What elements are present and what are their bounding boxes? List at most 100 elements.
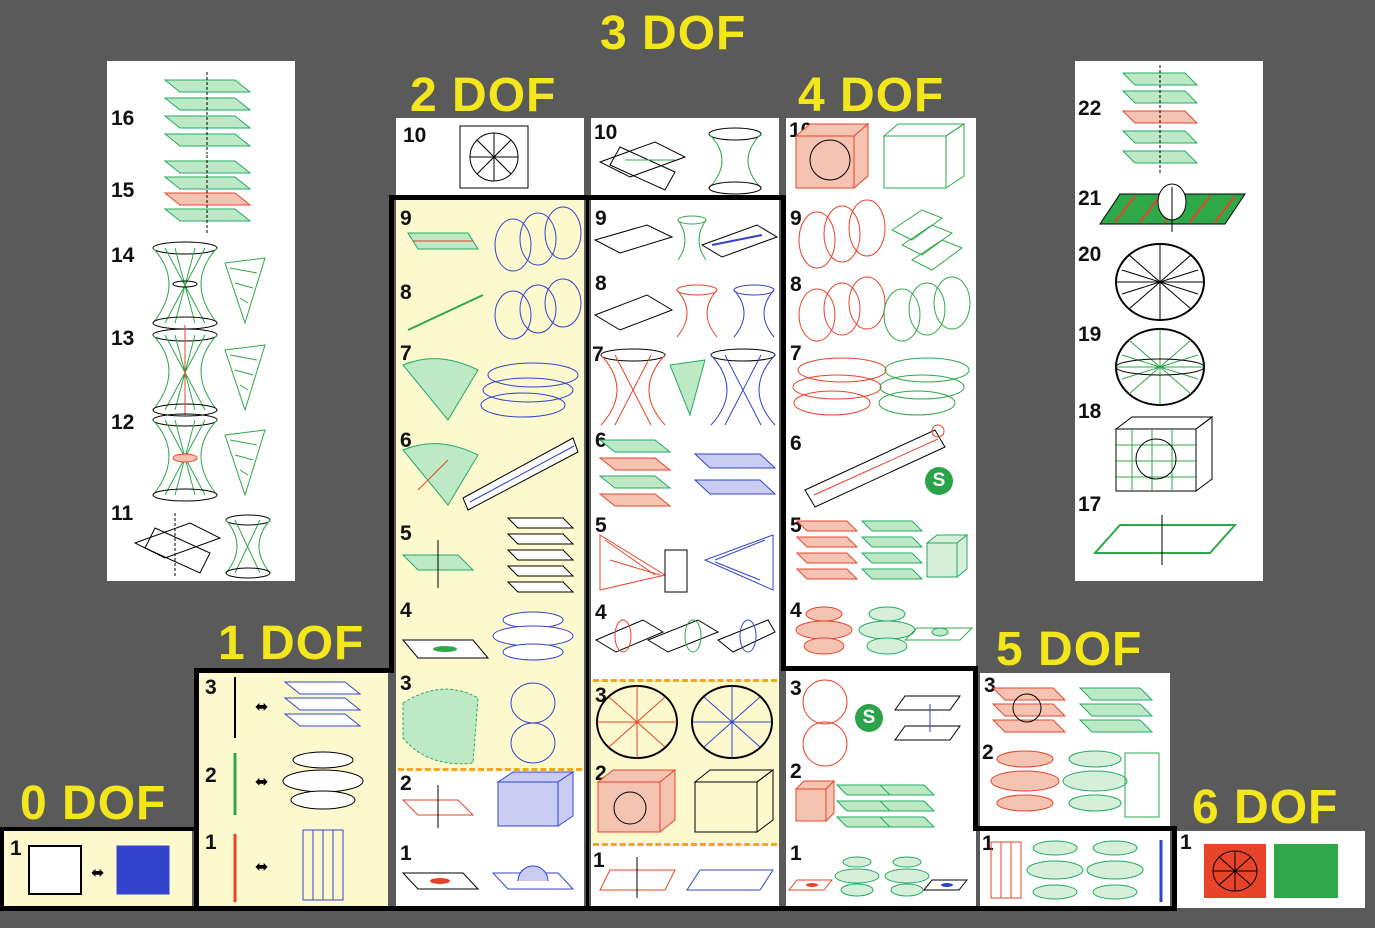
row-number: 7 [592,343,604,366]
row-number: 1 [593,849,605,872]
fig-2dof-b-6 [598,439,777,507]
label-0dof: 0 DOF [20,777,167,830]
row-number: 3 [984,674,996,697]
fig-2dof-a-5 [401,517,575,593]
boundary-1dof-top [194,668,394,673]
fig-5dof-2 [990,750,1160,818]
label-2dof: 2 DOF [410,69,557,122]
fig-3dof-right-17 [1092,515,1238,565]
row-number: 7 [790,342,802,365]
row-number: 15 [111,179,135,202]
fig-2dof-a-3 [402,682,556,765]
label-6dof: 6 DOF [1192,781,1339,834]
boundary-5dof-left [973,666,978,830]
s-badge-4dof-3: S [855,704,883,732]
row-number: 6 [400,429,412,452]
fig-2dof-b-10 [598,127,762,195]
fig-2dof-b-2 [596,768,775,834]
row-number: 8 [790,273,802,296]
fig-2dof-a-7 [402,358,579,421]
row-number: 1 [982,832,994,855]
row-number: 11 [111,502,134,525]
fig-2dof-a-10 [459,125,529,189]
row-number: 21 [1078,187,1102,210]
fig-0dof-1: ⬌ [28,845,170,895]
row-number: 2 [400,772,412,795]
fig-3dof-right-22 [1121,65,1199,175]
panel-3dof-left [107,61,295,581]
row-number: 6 [790,432,802,455]
label-1dof: 1 DOF [218,617,365,670]
fig-4dof-9 [798,199,964,271]
row-number: 8 [400,281,412,304]
row-number: 12 [111,411,135,434]
fig-3dof-left-11 [133,513,271,579]
fig-4dof-4 [795,606,974,655]
fig-3dof-left-13 [152,325,266,417]
row-number: 2 [790,760,802,783]
row-number: 4 [400,599,412,622]
fig-1dof-2: ⬌ [233,751,364,815]
fig-2dof-a-6 [402,437,579,511]
fig-2dof-b-4 [594,619,776,653]
fig-2dof-a-4 [401,611,574,661]
fig-2dof-a-9 [407,206,582,272]
row-number: 7 [400,342,412,365]
fig-2dof-b-5 [599,534,774,593]
row-number: 10 [594,121,618,144]
row-number: 4 [790,599,802,622]
panel-1dof [198,672,388,908]
row-number: 2 [205,764,217,787]
row-number: 17 [1078,493,1102,516]
fig-4dof-5 [795,520,969,580]
row-number-0dof: 1 [10,837,22,860]
boundary-bottom [0,906,1177,911]
fig-3dof-right-20 [1115,243,1205,321]
row-number: 5 [400,522,412,545]
fig-4dof-6 [804,424,946,508]
boundary-5dof-top [973,826,1177,831]
row-number: 3 [205,676,217,699]
row-number: 3 [400,672,412,695]
fig-5dof-1 [990,840,1163,902]
fig-2dof-b-9 [593,215,779,261]
row-number: 3 [595,684,607,707]
fig-2dof-a-8 [407,278,582,340]
row-number: 3 [790,677,802,700]
fig-3dof-right-18 [1114,416,1214,492]
fig-4dof-1 [787,856,969,897]
fig-3dof-left-16 [163,72,252,154]
row-number: 13 [111,327,135,350]
fig-2dof-b-7 [600,348,776,426]
row-number: 2 [982,741,994,764]
divider-2dof-b-top [593,679,777,682]
fig-4dof-8 [798,276,971,342]
boundary-4dof-top [781,666,978,671]
row-number: 10 [403,124,427,147]
fig-4dof-10 [794,122,966,190]
label-4dof: 4 DOF [798,69,945,122]
fig-1dof-1: ⬌ [233,829,344,902]
label-5dof: 5 DOF [996,623,1143,676]
boundary-6dof-left [1172,826,1177,911]
svg-text:⬌: ⬌ [255,699,268,716]
row-number: 4 [595,601,607,624]
fig-2dof-b-8 [593,284,775,338]
row-number: 9 [400,207,412,230]
boundary-2dof-left [389,195,394,673]
fig-1dof-3: ⬌ [234,677,362,738]
row-number-6dof: 1 [1180,831,1192,854]
fig-4dof-7 [792,357,970,416]
label-3dof: 3 DOF [600,7,747,60]
fig-6dof-1 [1204,844,1338,898]
row-number: 16 [111,107,135,130]
row-number: 1 [790,842,802,865]
row-number: 20 [1078,243,1102,266]
fig-4dof-3 [802,679,961,767]
svg-text:⬌: ⬌ [255,859,268,876]
boundary-1dof-left [194,668,199,908]
fig-3dof-left-12 [152,413,266,502]
svg-text:⬌: ⬌ [91,865,104,882]
panel-4dof [786,118,976,908]
row-number: 5 [595,514,607,537]
